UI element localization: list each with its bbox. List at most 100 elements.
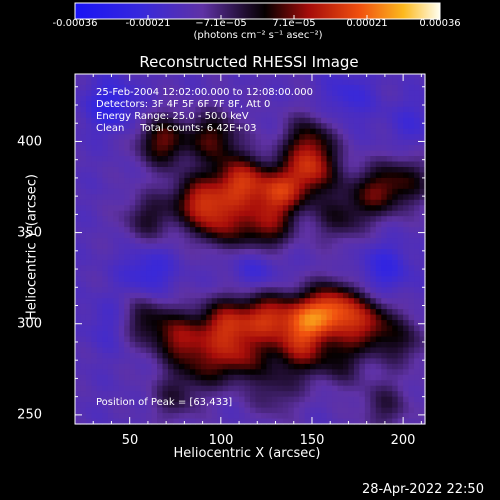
heatmap-cell [146,407,153,414]
heatmap-cell [129,156,136,163]
heatmap-cell [348,287,355,294]
heatmap-cell [228,341,235,349]
heatmap-cell [364,249,371,256]
heatmap-cell [129,134,136,141]
heatmap-cell [135,287,142,294]
heatmap-cell [157,314,164,321]
heatmap-cell [414,402,421,409]
heatmap-cell [162,358,169,365]
heatmap-cell [129,183,136,190]
heatmap-cell [113,216,120,223]
heatmap-cell [260,183,268,190]
heatmap-cell [408,320,415,327]
heatmap-cell [200,270,207,277]
heatmap-cell [178,238,185,245]
heatmap-cell [260,95,268,102]
heatmap-cell [255,238,262,245]
heatmap-cell [91,150,98,157]
heatmap-cell [113,320,120,327]
heatmap-cell [146,227,153,234]
heatmap-cell [293,276,300,283]
heatmap-cell [403,199,410,206]
heatmap-cell [184,276,191,283]
heatmap-cell [228,117,235,124]
heatmap-cell [282,259,289,267]
heatmap-cell [146,123,153,130]
heatmap-cell [244,347,251,354]
heatmap-cell [239,352,246,359]
heatmap-cell [250,314,257,321]
heatmap-cell [282,188,289,195]
heatmap-cell [293,309,300,316]
heatmap-cell [315,298,322,305]
heatmap-cell [239,183,246,190]
heatmap-cell [381,341,388,349]
heatmap-cell [211,320,218,327]
heatmap-cell [403,166,410,174]
heatmap-cell [321,172,328,179]
heatmap-cell [304,227,311,234]
heatmap-cell [85,265,93,272]
heatmap-cell [332,292,339,299]
heatmap-cell [250,161,257,168]
heatmap-cell [348,134,355,141]
heatmap-cell [239,309,246,316]
heatmap-cell [189,128,196,135]
heatmap-cell [250,123,257,130]
heatmap-cell [244,79,251,86]
heatmap-cell [250,309,257,316]
heatmap-cell [146,210,153,217]
heatmap-cell [403,341,410,349]
heatmap-cell [304,413,311,420]
heatmap-cell [342,112,350,119]
heatmap-cell [271,298,278,305]
heatmap-cell [184,287,191,294]
heatmap-cell [184,188,191,195]
heatmap-cell [414,166,421,174]
heatmap-cell [332,90,339,97]
heatmap-cell [299,374,306,381]
heatmap-cell [96,259,103,267]
heatmap-cell [167,358,175,365]
heatmap-cell [370,150,377,157]
heatmap-cell [348,84,355,92]
heatmap-cell [102,117,109,124]
heatmap-cell [80,325,87,332]
heatmap-cell [342,156,350,163]
heatmap-cell [250,90,257,97]
heatmap-cell [178,166,185,174]
heatmap-cell [85,90,93,97]
heatmap-cell [244,112,251,119]
heatmap-cell [293,391,300,398]
heatmap-cell [75,391,82,398]
heatmap-cell [91,363,98,370]
heatmap-cell [370,320,377,327]
heatmap-cell [75,101,82,108]
x-tick-label: 200 [390,433,416,448]
heatmap-cell [359,243,366,250]
heatmap-cell [315,259,322,267]
heatmap-cell [282,134,289,141]
heatmap-cell [195,270,202,277]
heatmap-cell [200,117,207,124]
heatmap-cell [381,259,388,267]
heatmap-cell [392,320,399,327]
heatmap-cell [348,74,355,81]
heatmap-cell [206,418,213,425]
heatmap-cell [91,314,98,321]
heatmap-cell [321,134,328,141]
heatmap-cell [189,117,196,124]
heatmap-cell [310,101,317,108]
heatmap-cell [414,369,421,376]
heatmap-cell [189,221,196,228]
heatmap-cell [299,106,306,113]
heatmap-cell [140,380,147,387]
heatmap-cell [211,243,218,250]
heatmap-cell [75,95,82,102]
heatmap-cell [419,183,426,190]
heatmap-cell [129,177,136,184]
heatmap-cell [96,128,103,135]
heatmap-cell [266,84,273,92]
heatmap-cell [195,352,202,359]
heatmap-cell [332,380,339,387]
